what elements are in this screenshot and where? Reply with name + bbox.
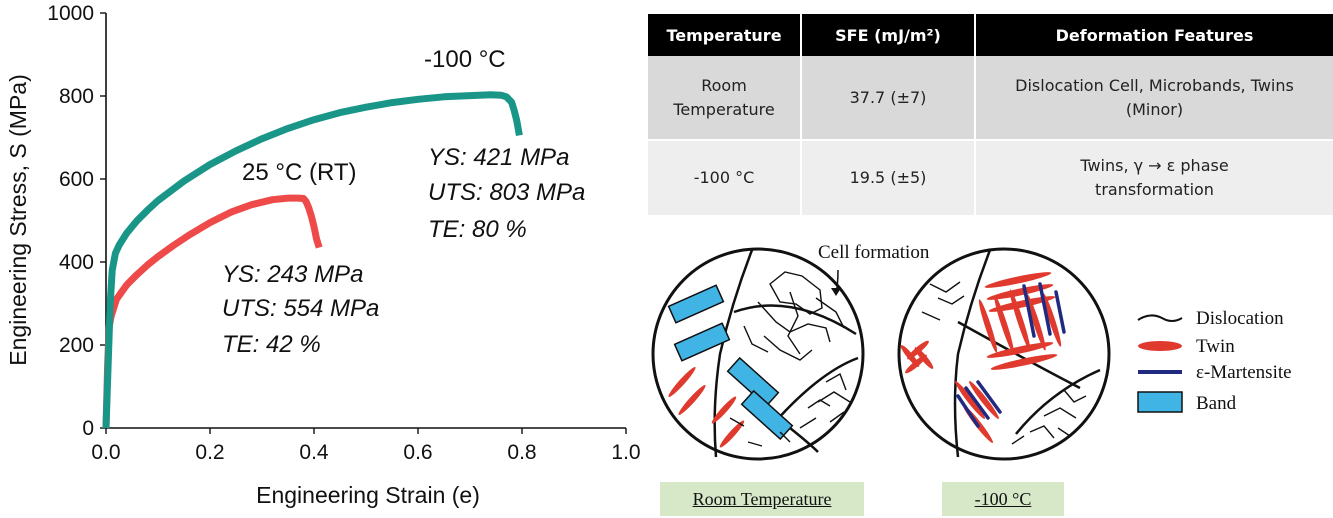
chart-annotations: 25 °C (RT) YS: 243 MPa UTS: 554 MPa TE: 42 …	[222, 46, 585, 358]
col-deformation-features: Deformation Features	[974, 14, 1333, 56]
cell-sfe: 37.7 (±7)	[800, 56, 975, 142]
cell-features: Dislocation Cell, Microbands, Twins (Min…	[974, 56, 1333, 142]
table-row: -100 °C 19.5 (±5) Twins, γ → ε phase tra…	[648, 140, 1333, 215]
x-tick-label: 1.0	[611, 441, 640, 464]
x-tick-label: 0.0	[91, 441, 120, 464]
rt-microstructure-circle	[651, 247, 865, 461]
y-tick-label: 1000	[47, 2, 94, 25]
cell-sfe: 19.5 (±5)	[800, 140, 975, 215]
caption-minus-100c: -100 °C	[942, 482, 1064, 516]
annotation-rt-label: 25 °C (RT)	[242, 159, 357, 186]
dislocation-line-icon	[1137, 314, 1183, 322]
chart-series	[102, 91, 523, 429]
cell-features: Twins, γ → ε phase transformation	[974, 140, 1333, 215]
legend-label-dislocation: Dislocation	[1196, 308, 1284, 329]
x-tick-label: 0.4	[299, 441, 329, 464]
stress-strain-chart: 0.0 0.2 0.4 0.6 0.8 1.0 0 200 400 600 800 1000 25 °…	[5, 2, 640, 508]
y-tick-label: 0	[82, 417, 94, 440]
series-line-rt	[102, 194, 323, 429]
legend-label-band: Band	[1196, 393, 1237, 414]
legend-label-martensite: ε-Martensite	[1196, 362, 1292, 383]
lt-microstructure-circle	[897, 247, 1111, 461]
twin-lens-icon	[668, 367, 745, 448]
sfe-table: Temperature SFE (mJ/m²) Deformation Feat…	[648, 14, 1333, 215]
x-tick-label: 0.6	[403, 441, 432, 464]
y-tick-label: 800	[59, 85, 94, 108]
chart-axes: 0.0 0.2 0.4 0.6 0.8 1.0 0 200 400 600 800 1000	[47, 2, 640, 464]
band-rect-icon	[667, 284, 794, 441]
x-tick-label: 0.2	[195, 441, 224, 464]
dislocation-line-icon	[921, 281, 1087, 445]
y-tick-label: 400	[59, 251, 94, 274]
annotation-lt-ys: YS: 421 MPa	[428, 144, 569, 171]
dislocation-line-icon	[729, 271, 851, 447]
x-tick-label: 0.8	[507, 441, 536, 464]
annotation-lt-te: TE: 80 %	[428, 216, 527, 243]
twin-lens-icon	[1138, 341, 1182, 351]
table-row: Room Temperature 37.7 (±7) Dislocation C…	[648, 56, 1333, 142]
callout-arrowhead	[831, 288, 841, 296]
martensite-bar-icon	[956, 282, 1066, 428]
y-tick-label: 200	[59, 334, 94, 357]
cell-formation-callout: Cell formation	[818, 242, 930, 263]
legend-label-twin: Twin	[1196, 336, 1235, 357]
annotation-rt-ys: YS: 243 MPa	[222, 261, 363, 288]
annotation-rt-te: TE: 42 %	[222, 331, 321, 358]
series-line-minus-100c	[102, 91, 523, 429]
annotation-lt-uts: UTS: 803 MPa	[428, 179, 585, 206]
caption-room-temperature: Room Temperature	[660, 482, 864, 516]
cell-temperature: -100 °C	[648, 140, 801, 215]
annotation-rt-uts: UTS: 554 MPa	[222, 295, 379, 322]
col-temperature: Temperature	[648, 14, 801, 56]
col-sfe: SFE (mJ/m²)	[800, 14, 975, 56]
x-axis-label: Engineering Strain (e)	[256, 482, 480, 508]
y-tick-label: 600	[59, 168, 94, 191]
band-rect-icon	[1137, 391, 1183, 413]
annotation-lt-label: -100 °C	[424, 46, 506, 73]
cell-temperature: Room Temperature	[648, 56, 801, 142]
table-header-row: Temperature SFE (mJ/m²) Deformation Feat…	[648, 14, 1333, 56]
microstructure-schematic: Cell formation	[651, 242, 1292, 461]
schematic-legend	[1137, 314, 1183, 413]
y-axis-label: Engineering Stress, S (MPa)	[5, 74, 31, 365]
